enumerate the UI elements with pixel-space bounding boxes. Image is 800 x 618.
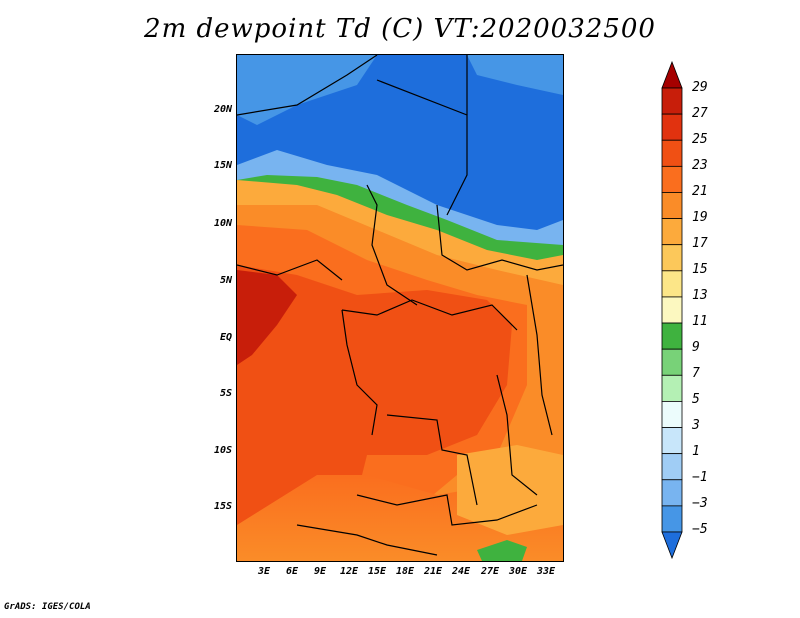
colorbar-box	[661, 427, 683, 455]
lat-label: 10N	[213, 218, 232, 229]
map-title: 2m dewpoint Td (C) VT:2020032500	[144, 14, 656, 44]
colorbar-label: 17	[692, 236, 708, 251]
lon-label: 27E	[480, 566, 500, 577]
colorbar-top-arrow	[661, 60, 683, 89]
lon-label: 12E	[339, 566, 359, 577]
lon-label: 33E	[536, 566, 556, 577]
colorbar-box	[661, 218, 683, 246]
colorbar-box	[661, 87, 683, 115]
lat-label: 5N	[219, 275, 232, 286]
lon-label: 30E	[508, 566, 528, 577]
colorbar-label: 3	[692, 418, 700, 433]
colorbar-label: −1	[692, 470, 708, 485]
colorbar	[661, 60, 683, 560]
colorbar-label: 29	[692, 80, 708, 95]
colorbar-box	[661, 505, 683, 533]
dewpoint-map	[236, 54, 564, 562]
colorbar-box	[661, 270, 683, 298]
colorbar-label: 9	[692, 340, 700, 355]
colorbar-box	[661, 139, 683, 167]
south-east-light	[457, 445, 563, 535]
colorbar-label: 1	[692, 444, 700, 459]
colorbar-box	[661, 401, 683, 428]
lon-label: 18E	[395, 566, 415, 577]
colorbar-label: 25	[692, 132, 708, 147]
lon-label: 24E	[451, 566, 471, 577]
lat-label: 5S	[219, 388, 232, 399]
lat-label: 10S	[213, 445, 232, 456]
red-region	[237, 265, 512, 535]
lat-label: 15S	[213, 501, 232, 512]
colorbar-box	[661, 244, 683, 272]
colorbar-label: −3	[692, 496, 708, 511]
colorbar-label: 7	[692, 366, 700, 381]
colorbar-box	[661, 322, 683, 350]
colorbar-box	[661, 113, 683, 141]
colorbar-box	[661, 296, 683, 324]
south-green-patch	[477, 540, 527, 561]
colorbar-label: −5	[692, 522, 708, 537]
lat-label: EQ	[219, 332, 232, 343]
colorbar-label: 21	[692, 184, 708, 199]
lat-label: 15N	[213, 160, 232, 171]
lon-label: 9E	[313, 566, 327, 577]
colorbar-box	[661, 165, 683, 193]
lon-label: 3E	[257, 566, 271, 577]
lon-label: 21E	[423, 566, 443, 577]
colorbar-label: 13	[692, 288, 708, 303]
colorbar-label: 19	[692, 210, 708, 225]
colorbar-box	[661, 374, 683, 402]
colorbar-box	[661, 453, 683, 481]
lat-label: 20N	[213, 104, 232, 115]
grads-credit: GrADS: IGES/COLA	[4, 602, 91, 612]
colorbar-label: 5	[692, 392, 700, 407]
colorbar-label: 27	[692, 106, 708, 121]
colorbar-label: 23	[692, 158, 708, 173]
lon-label: 6E	[285, 566, 299, 577]
colorbar-label: 11	[692, 314, 708, 329]
country-borders	[237, 55, 563, 556]
light-blue-patches-2	[467, 55, 563, 95]
colorbar-label: 15	[692, 262, 708, 277]
lon-label: 15E	[367, 566, 387, 577]
colorbar-box	[661, 348, 683, 376]
dark-red-region	[237, 270, 297, 365]
colorbar-box	[661, 192, 683, 219]
colorbar-box	[661, 479, 683, 507]
light-blue-patches	[237, 55, 377, 125]
colorbar-bottom-arrow	[661, 531, 683, 560]
